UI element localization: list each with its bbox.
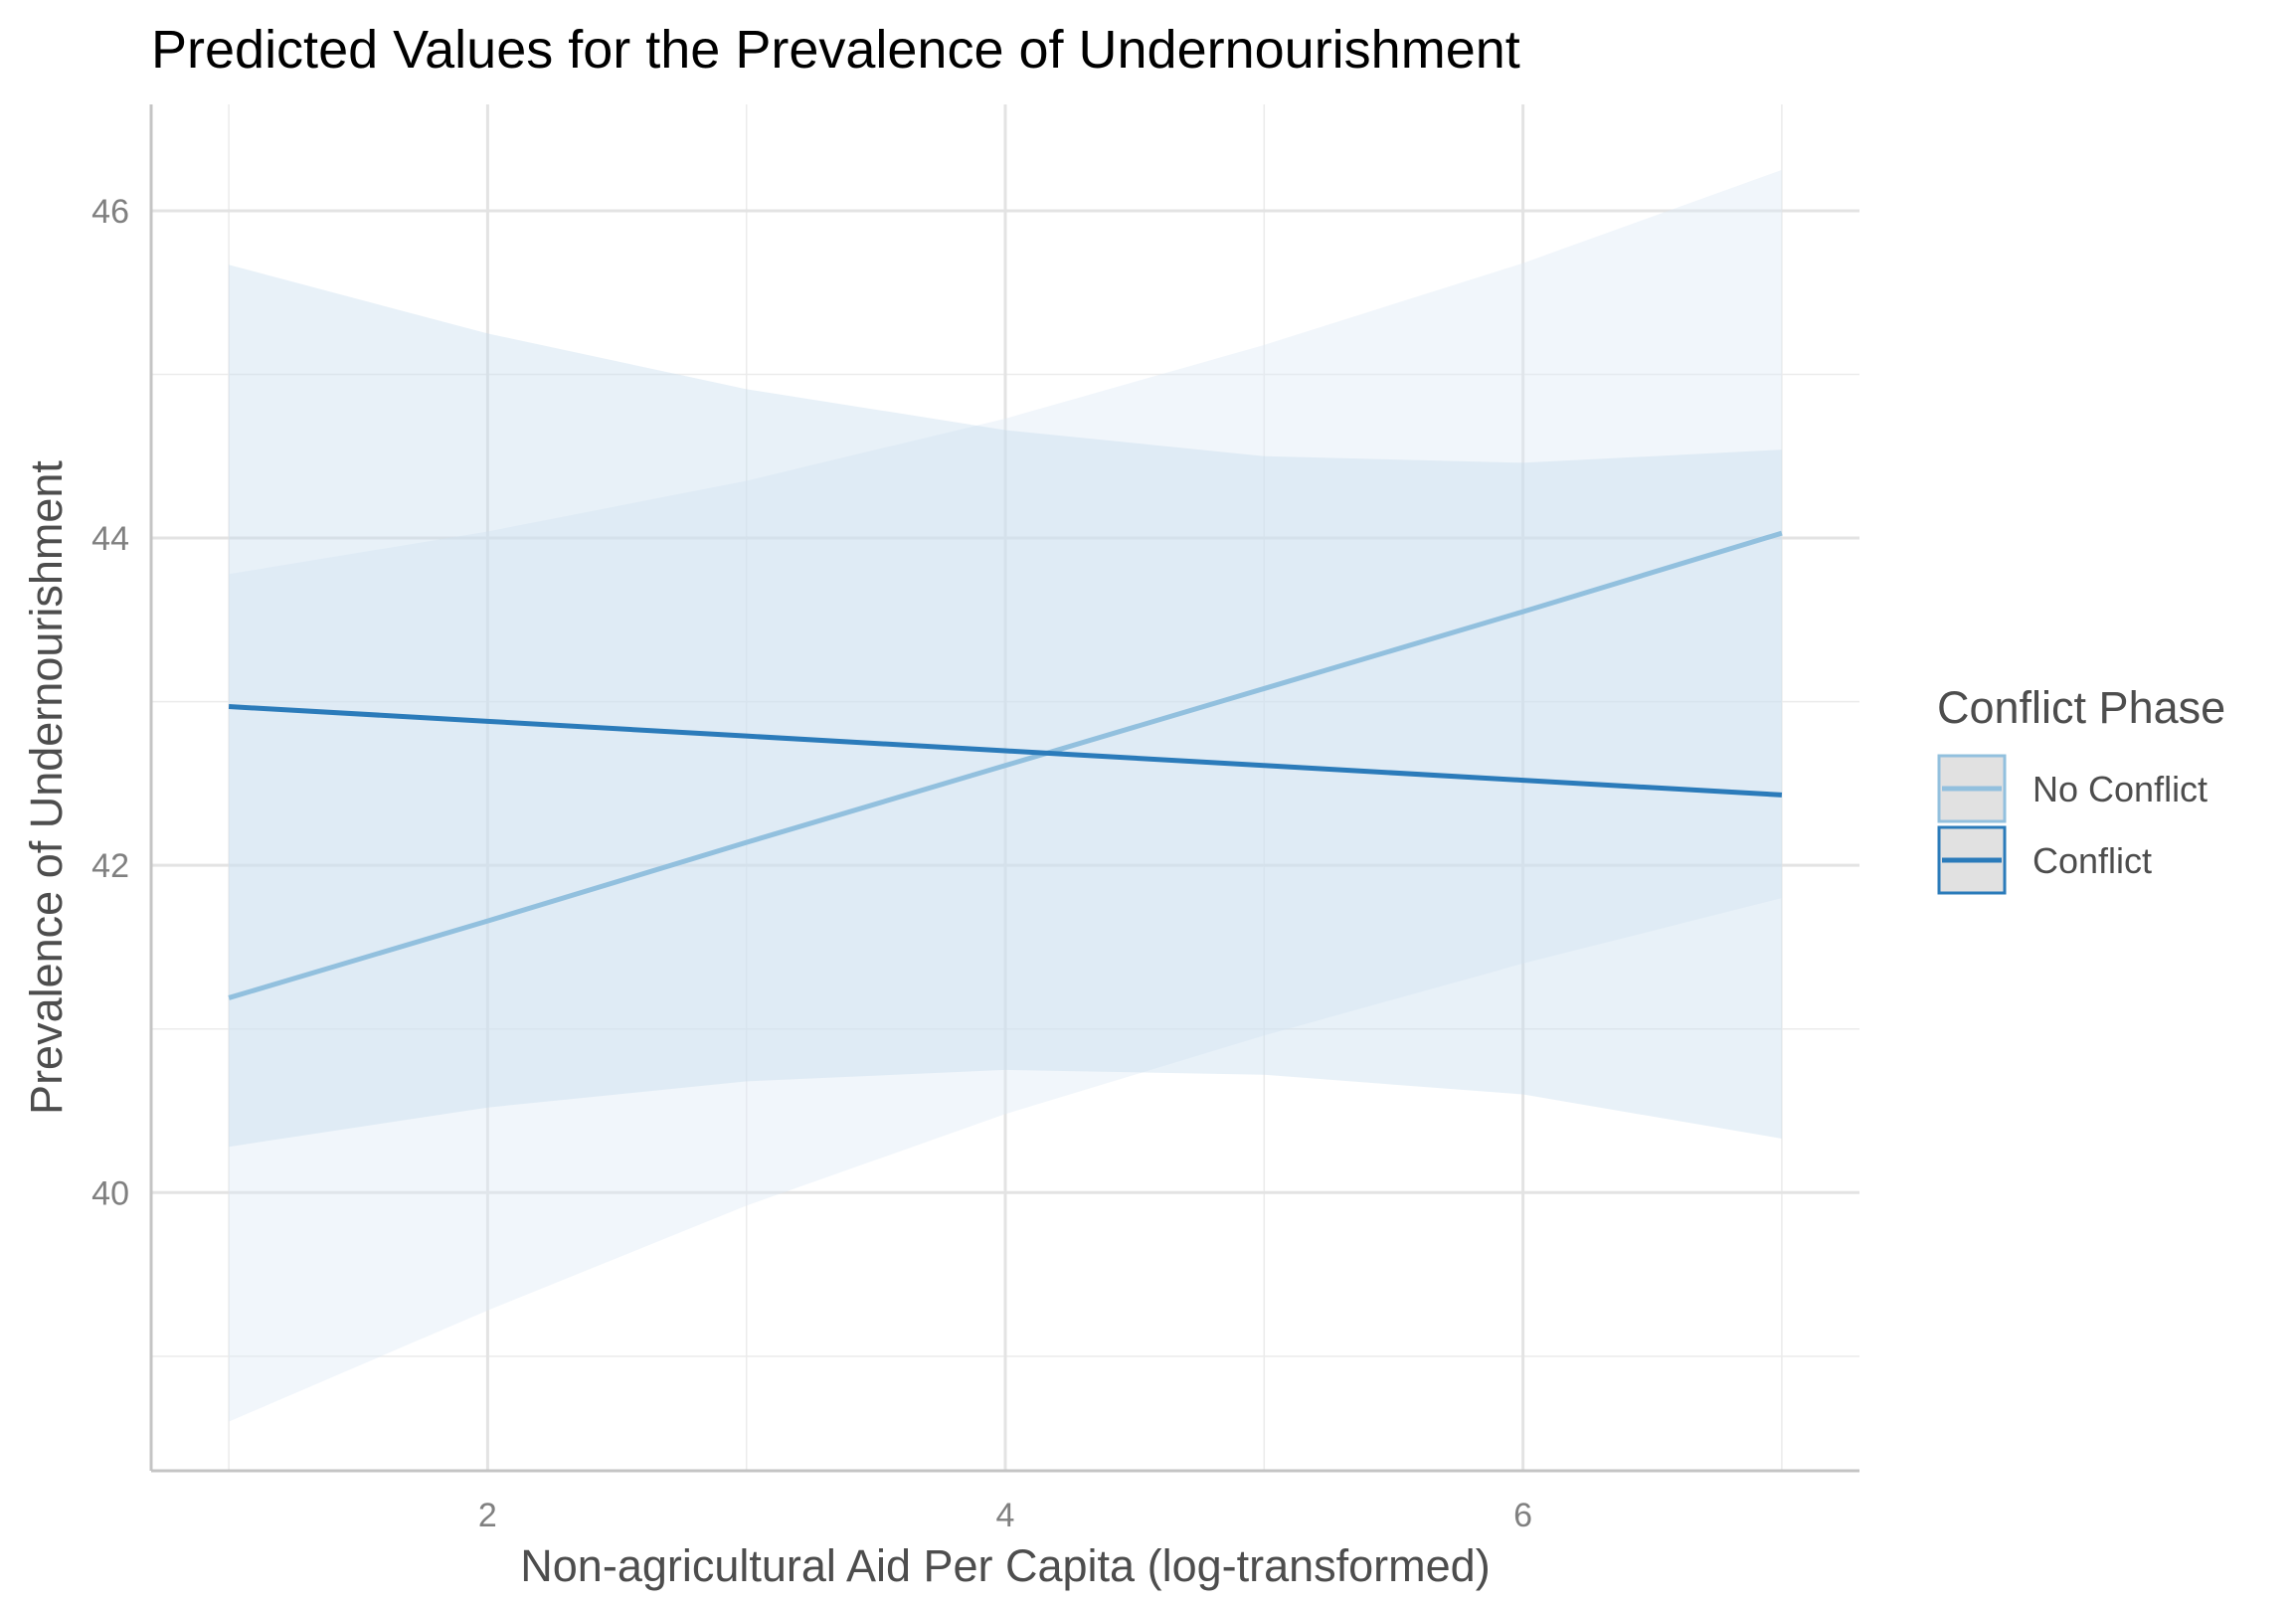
y-tick-label: 40 <box>91 1174 129 1212</box>
y-tick-labels: 40 42 44 46 <box>91 193 129 1212</box>
x-tick-labels: 2 4 6 <box>478 1497 1532 1534</box>
legend-title: Conflict Phase <box>1937 682 2225 733</box>
y-tick-label: 44 <box>91 520 129 558</box>
y-axis-title: Prevalence of Undernourishment <box>21 460 72 1115</box>
line-no-conflict <box>228 530 1783 1000</box>
chart-title: Predicted Values for the Prevalence of U… <box>151 20 1520 80</box>
legend-label-conflict: Conflict <box>2032 840 2152 881</box>
axes <box>149 104 1859 1473</box>
legend-item-conflict: Conflict <box>1937 825 2152 895</box>
x-tick-label: 2 <box>478 1497 497 1534</box>
legend-item-no-conflict: No Conflict <box>1937 754 2208 823</box>
legend-label-no-conflict: No Conflict <box>2032 769 2208 809</box>
confidence-ribbons <box>229 169 1782 1422</box>
y-tick-label: 42 <box>91 847 129 885</box>
x-tick-label: 6 <box>1513 1497 1532 1534</box>
line-conflict <box>228 704 1783 798</box>
ribbon-conflict <box>229 265 1782 1148</box>
ribbon-no-conflict <box>229 169 1782 1422</box>
major-gridlines <box>151 104 1859 1471</box>
x-axis-title: Non-agricultural Aid Per Capita (log-tra… <box>520 1540 1490 1591</box>
legend: Conflict Phase No Conflict Conflict <box>1937 682 2225 895</box>
y-tick-label: 46 <box>91 193 129 231</box>
x-tick-label: 4 <box>996 1497 1015 1534</box>
series-lines <box>228 530 1783 1000</box>
